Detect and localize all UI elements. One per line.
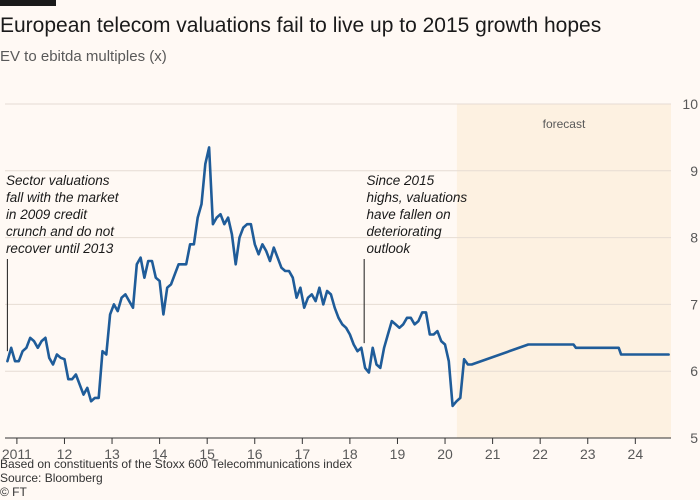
annotation-line: have fallen on [367, 207, 451, 222]
x-tick-label: 2011 [2, 446, 32, 462]
annotation-line: outlook [367, 241, 412, 256]
annotation-line: fall with the market [6, 190, 120, 205]
x-tick-label: 19 [390, 446, 406, 462]
chart-title: European telecom valuations fail to live… [0, 14, 602, 37]
series [6, 146, 670, 408]
x-tick-label: 22 [532, 446, 548, 462]
annotation-line: Since 2015 [367, 173, 435, 188]
footer-credit: © FT [0, 485, 27, 499]
series-line [6, 146, 670, 408]
ft-top-rule [0, 0, 56, 6]
x-tick-label: 14 [152, 446, 168, 462]
annotation-line: crunch and do not [6, 224, 115, 239]
y-tick-label: 9 [690, 163, 698, 179]
annotations: Sector valuations fall with the market in … [6, 173, 468, 352]
y-tick-label: 6 [690, 363, 698, 379]
x-tick-label: 16 [247, 446, 263, 462]
gridlines [5, 103, 671, 439]
footer-source: Source: Bloomberg [0, 471, 103, 485]
y-tick-label: 10 [682, 96, 698, 112]
footer-note: Based on constituents of the Stoxx 600 T… [0, 457, 352, 471]
y-tick-label: 8 [690, 230, 698, 246]
forecast-region: forecast [456, 104, 671, 438]
annotation-line: in 2009 credit [6, 207, 88, 222]
x-tick-label: 18 [342, 446, 358, 462]
forecast-band [456, 104, 671, 438]
y-tick-label: 5 [690, 430, 698, 446]
chart-subtitle: EV to ebitda multiples (x) [0, 48, 167, 65]
x-tick-label: 17 [295, 446, 311, 462]
x-tick-label: 23 [580, 446, 596, 462]
x-tick-label: 12 [57, 446, 73, 462]
x-tick-label: 13 [104, 446, 120, 462]
x-tick-label: 21 [485, 446, 501, 462]
x-tick-label: 20 [437, 446, 453, 462]
y-tick-label: 7 [690, 296, 698, 312]
annotation-line: Sector valuations [6, 173, 110, 188]
x-axis: 2011 12 13 14 15 16 17 18 19 20 21 22 23 24 [2, 438, 643, 462]
annotation-line: highs, valuations [367, 190, 468, 205]
x-tick-label: 24 [628, 446, 644, 462]
y-axis: 5 6 7 8 9 10 [682, 96, 698, 446]
x-tick-label: 15 [199, 446, 215, 462]
annotation-line: deteriorating [367, 224, 443, 239]
forecast-label: forecast [543, 117, 586, 131]
annotation-line: recover until 2013 [6, 241, 114, 256]
